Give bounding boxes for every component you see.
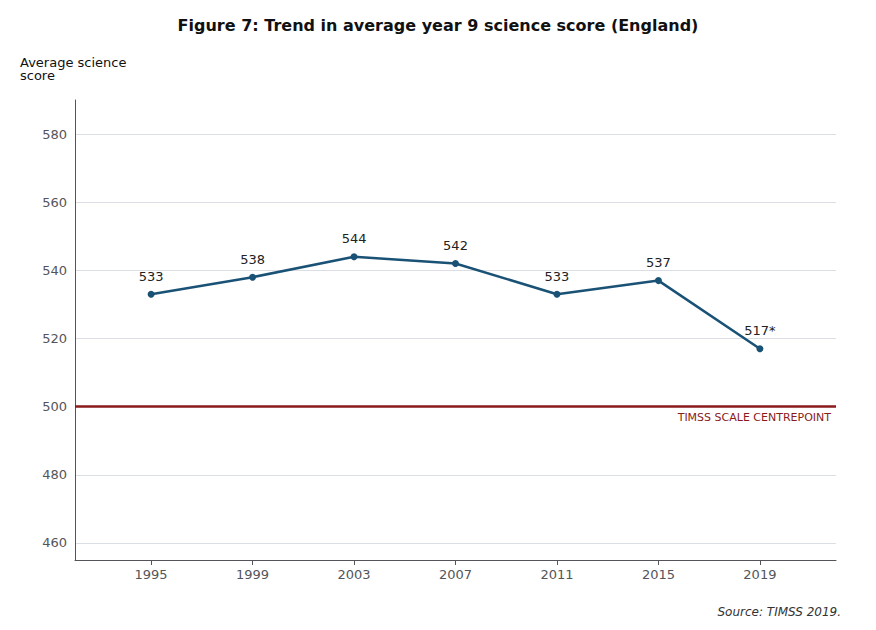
- svg-text:537: 537: [646, 255, 671, 270]
- svg-text:Figure 7: Trend in average yea: Figure 7: Trend in average year 9 scienc…: [178, 16, 699, 35]
- svg-text:480: 480: [42, 467, 67, 482]
- svg-text:520: 520: [42, 331, 67, 346]
- svg-text:544: 544: [342, 231, 367, 246]
- svg-text:538: 538: [240, 252, 265, 267]
- svg-text:Average science: Average science: [20, 55, 127, 70]
- svg-text:1999: 1999: [236, 567, 269, 582]
- svg-text:1995: 1995: [135, 567, 168, 582]
- svg-text:517*: 517*: [744, 323, 776, 338]
- svg-text:460: 460: [42, 535, 67, 550]
- svg-text:TIMSS SCALE CENTREPOINT: TIMSS SCALE CENTREPOINT: [677, 411, 832, 424]
- svg-text:score: score: [20, 68, 55, 83]
- svg-text:533: 533: [545, 269, 570, 284]
- svg-text:2007: 2007: [439, 567, 472, 582]
- svg-text:533: 533: [139, 269, 164, 284]
- svg-text:2011: 2011: [540, 567, 573, 582]
- svg-text:500: 500: [42, 399, 67, 414]
- svg-text:560: 560: [42, 195, 67, 210]
- svg-text:540: 540: [42, 263, 67, 278]
- svg-text:Source: TIMSS 2019.: Source: TIMSS 2019.: [717, 605, 841, 619]
- svg-text:542: 542: [443, 238, 468, 253]
- svg-text:2019: 2019: [743, 567, 776, 582]
- svg-text:2015: 2015: [642, 567, 675, 582]
- svg-text:2003: 2003: [337, 567, 370, 582]
- svg-text:580: 580: [42, 127, 67, 142]
